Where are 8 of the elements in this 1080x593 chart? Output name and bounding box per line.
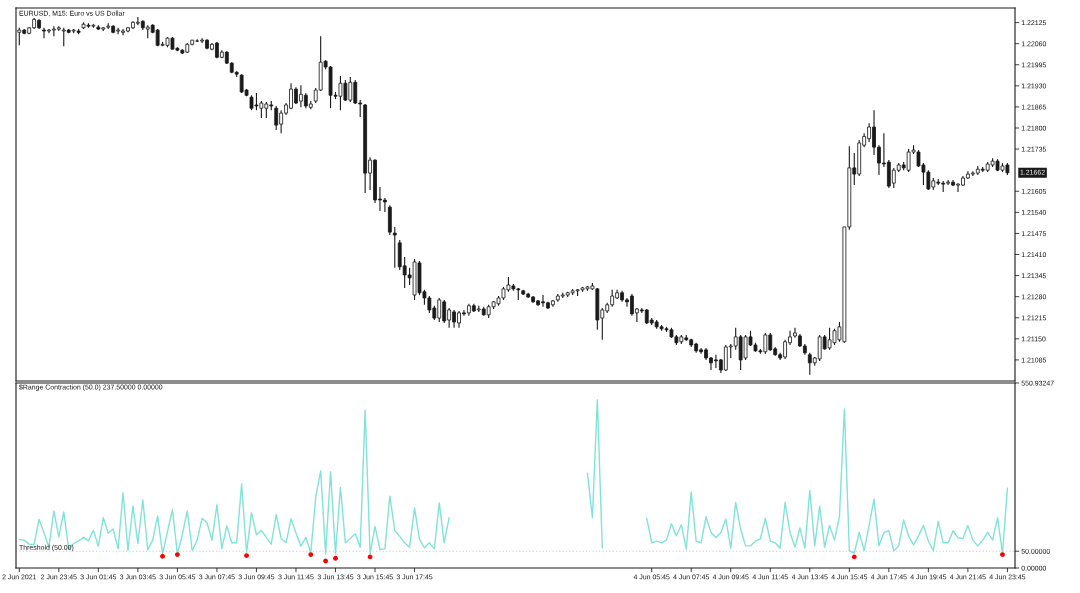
point	[851, 554, 857, 560]
point	[244, 553, 249, 558]
point	[174, 552, 180, 557]
candlestick	[274, 105, 279, 131]
point	[308, 552, 314, 557]
point	[160, 553, 165, 559]
point	[333, 555, 338, 561]
point	[1000, 552, 1005, 557]
